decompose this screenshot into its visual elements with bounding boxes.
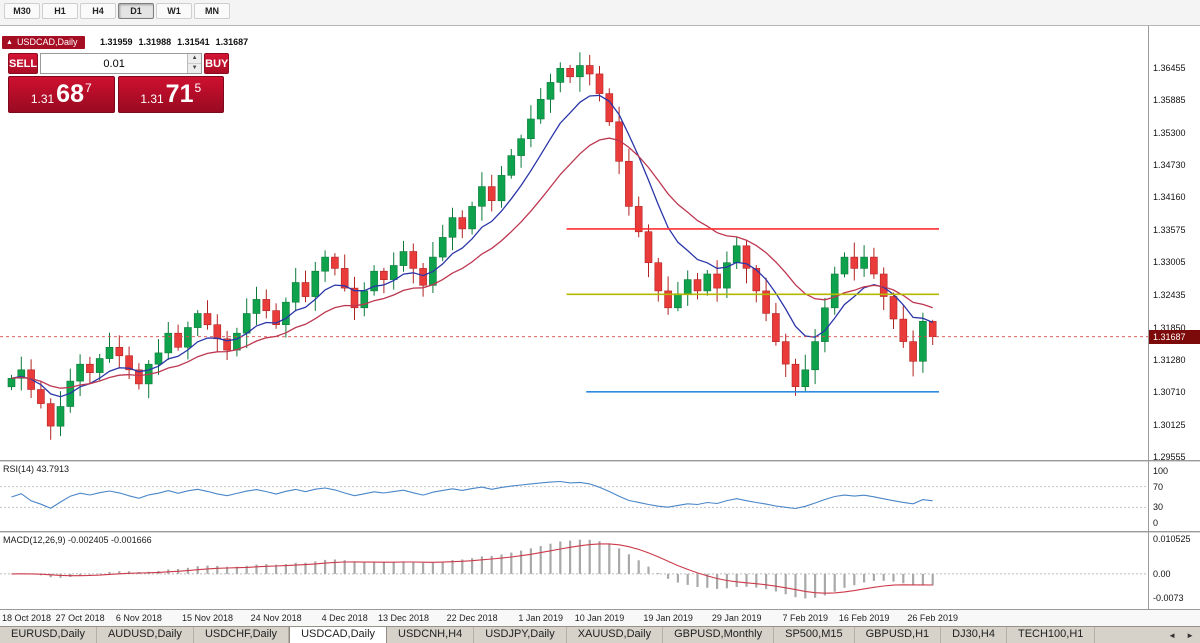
chart-tab-gbpusd-h1[interactable]: GBPUSD,H1 [855,627,942,643]
rsi-label: RSI(14) 43.7913 [3,464,69,474]
volume-input[interactable] [41,54,187,73]
timeframe-button-w1[interactable]: W1 [156,3,192,19]
date-axis-label: 26 Feb 2019 [907,613,958,623]
chart-tab-usdchf-daily[interactable]: USDCHF,Daily [194,627,289,643]
tab-scroll-left-icon[interactable]: ◄ [1168,628,1176,643]
rsi-line [12,482,933,509]
tab-scroll-controls: ◄ ► [1162,627,1200,643]
price-axis-label: 1.36455 [1153,63,1186,73]
volume-increment-icon[interactable]: ▲ [188,54,201,64]
macd-axis-label: 0.010525 [1153,534,1191,544]
timeframe-button-d1[interactable]: D1 [118,3,154,19]
macd-axis-label: 0.00 [1153,569,1171,579]
macd-axis-label: -0.0073 [1153,593,1184,603]
rsi-indicator-pane[interactable]: RSI(14) 43.7913 [0,462,1148,531]
chart-tab-xauusd-daily[interactable]: XAUUSD,Daily [567,627,663,643]
timeframe-button-mn[interactable]: MN [194,3,230,19]
rsi-axis: 100 70 30 0 [1149,462,1200,531]
chart-tab-eurusd-daily[interactable]: EURUSD,Daily [0,627,97,643]
macd-indicator-chart [0,533,1148,609]
chart-tab-sp500-m15[interactable]: SP500,M15 [774,627,854,643]
date-axis-label: 13 Dec 2018 [378,613,429,623]
rsi-axis-label: 70 [1153,482,1163,492]
date-axis-label: 4 Dec 2018 [322,613,368,623]
ohlc-high: 1.31988 [139,37,172,47]
chart-symbol-title: USDCAD,Daily [17,36,78,49]
sell-price-prefix: 1.31 [31,92,54,106]
date-axis: 18 Oct 2018 27 Oct 2018 6 Nov 2018 15 Nov 2… [0,609,1200,626]
volume-spinner: ▲ ▼ [187,54,201,73]
date-axis-label: 19 Jan 2019 [643,613,693,623]
timeframe-button-m30[interactable]: M30 [4,3,40,19]
sell-price-sup: 7 [85,81,92,95]
price-axis-label: 1.35300 [1153,128,1186,138]
sell-button[interactable]: SELL [8,53,38,74]
buy-price-display[interactable]: 1.31 71 5 [118,76,225,113]
macd-indicator-pane[interactable]: MACD(12,26,9) -0.002405 -0.001666 [0,533,1148,609]
buy-price-prefix: 1.31 [140,92,163,106]
date-axis-label: 22 Dec 2018 [447,613,498,623]
price-axis[interactable]: 1.31687 1.36455 1.35885 1.35300 1.34730 1.34… [1149,26,1200,460]
chart-tab-strip: EURUSD,DailyAUDUSD,DailyUSDCHF,DailyUSDC… [0,627,1162,643]
chart-symbol-chip[interactable]: ▲ USDCAD,Daily [2,36,85,49]
date-axis-label: 27 Oct 2018 [56,613,105,623]
chart-tab-gbpusd-monthly[interactable]: GBPUSD,Monthly [663,627,774,643]
collapse-panel-icon[interactable]: ▲ [6,36,13,49]
volume-decrement-icon[interactable]: ▼ [188,64,201,73]
buy-button[interactable]: BUY [204,53,229,74]
price-axis-label: 1.33005 [1153,257,1186,267]
one-click-trading-panel: SELL ▲ ▼ BUY 1.31 68 7 1.31 71 5 [8,53,224,113]
chart-tab-usdjpy-daily[interactable]: USDJPY,Daily [474,627,567,643]
ma-slow-line [12,138,933,388]
chart-tab-usdcad-daily[interactable]: USDCAD,Daily [289,627,387,643]
date-axis-label: 6 Nov 2018 [116,613,162,623]
date-axis-label: 15 Nov 2018 [182,613,233,623]
timeframe-button-h1[interactable]: H1 [42,3,78,19]
date-axis-label: 24 Nov 2018 [251,613,302,623]
buy-price-sup: 5 [194,81,201,95]
date-axis-label: 16 Feb 2019 [839,613,890,623]
chart-tab-audusd-daily[interactable]: AUDUSD,Daily [97,627,194,643]
price-axis-label: 1.29555 [1153,452,1186,462]
timeframe-button-h4[interactable]: H4 [80,3,116,19]
macd-label: MACD(12,26,9) -0.002405 -0.001666 [3,535,152,545]
metatrader-window: M30H1H4D1W1MN RSI(14) 43.7913 MACD(12,26… [0,0,1200,643]
rsi-axis-label: 100 [1153,466,1168,476]
date-axis-label: 29 Jan 2019 [712,613,762,623]
date-axis-label: 7 Feb 2019 [783,613,829,623]
sell-price-display[interactable]: 1.31 68 7 [8,76,115,113]
price-axis-label: 1.31280 [1153,355,1186,365]
price-axis-label: 1.30125 [1153,420,1186,430]
price-axis-label: 1.30710 [1153,387,1186,397]
volume-box: ▲ ▼ [40,53,202,74]
ohlc-readout: 1.31959 1.31988 1.31541 1.31687 [100,37,254,47]
price-axis-label: 1.34160 [1153,192,1186,202]
ohlc-open: 1.31959 [100,37,133,47]
macd-axis: 0.010525 0.00 -0.0073 [1149,533,1200,609]
rsi-indicator-chart [0,462,1148,531]
sell-price-big: 68 [56,80,84,109]
chart-tab-dj30-h4[interactable]: DJ30,H4 [941,627,1007,643]
rsi-axis-label: 0 [1153,518,1158,528]
ohlc-low: 1.31541 [177,37,210,47]
timeframe-toolbar: M30H1H4D1W1MN [0,0,1200,26]
ohlc-close: 1.31687 [216,37,249,47]
price-axis-label: 1.33575 [1153,225,1186,235]
current-price-badge: 1.31687 [1149,330,1200,344]
price-axis-label: 1.32435 [1153,290,1186,300]
date-axis-label: 18 Oct 2018 [2,613,51,623]
buy-price-big: 71 [166,80,194,109]
tab-scroll-right-icon[interactable]: ► [1186,628,1194,643]
chart-tab-bar: EURUSD,DailyAUDUSD,DailyUSDCHF,DailyUSDC… [0,626,1200,643]
price-axis-label: 1.34730 [1153,160,1186,170]
chart-tab-tech100-h1[interactable]: TECH100,H1 [1007,627,1095,643]
ma-fast-line [12,95,933,396]
price-axis-label: 1.35885 [1153,95,1186,105]
date-axis-label: 1 Jan 2019 [518,613,563,623]
rsi-axis-label: 30 [1153,502,1163,512]
chart-tab-usdcnh-h4[interactable]: USDCNH,H4 [387,627,474,643]
date-axis-label: 10 Jan 2019 [575,613,625,623]
